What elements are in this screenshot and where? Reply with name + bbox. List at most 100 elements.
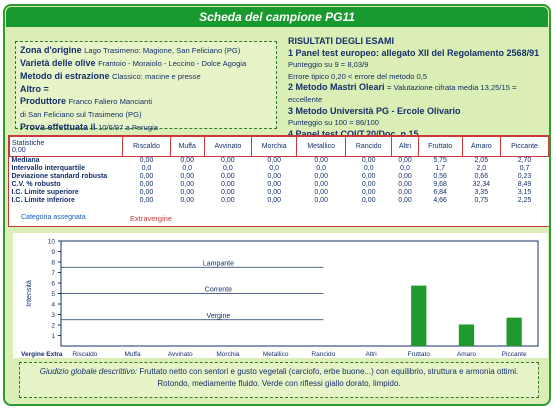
table-cell: 0,00 [139,157,154,164]
table-cell: 0,00 [180,173,194,180]
row-label: Deviazione standard robusta [11,173,108,180]
test-label: Prova effettuata il [20,122,96,132]
table-cell: 0,23 [517,173,532,180]
table-cell: 0,0 [141,165,152,172]
statistics-table: Statistiche 0,00 Riscaldo Muffa Avvinato … [8,135,549,227]
producer-label: Produttore [20,96,66,106]
other-label: Altro = [20,84,49,94]
table-cell: 0,00 [221,173,235,180]
table-cell: 0,00 [398,157,412,164]
producer-place-row: di San Feliciano sul Trasimeno (PG) [20,108,272,121]
table-cell: 1,7 [435,165,446,172]
column-header: Fruttato [417,136,463,157]
row-label: I.C. Limite superiore [11,189,79,196]
sample-card: Scheda del campione PG11 Zona d'origine … [3,4,551,406]
producer-row: Produttore Franco Faliero Mancianti [20,95,272,108]
variety-row: Varietà delle olive Frantoio - Moraiolo … [20,57,272,70]
table-cell: 0,00 [361,173,376,180]
judgment-text1: Fruttato netto con sentori e gusto veget… [139,367,519,376]
table-row: Intervallo interquartile 0,0 0,0 0,0 0,0 0,0 0… [10,165,549,173]
table-cell: 0,66 [474,173,489,180]
table-cell: 0,7 [519,165,530,172]
table-cell: 2,70 [517,157,532,164]
y-tick-label: 5 [51,291,55,298]
stat-header-value: 0,00 [12,146,26,154]
table-cell: 0,0 [182,165,193,172]
intensity-chart: 1 2 3 4 5 6 7 8 9 10 Intensità Lampante Corrente Verg… [13,233,548,358]
method-value: Classico: macine e presse [112,72,201,81]
band-label: Vergine [207,313,231,320]
column-header: Metallico [296,136,347,157]
table-cell: 3,15 [517,189,532,196]
table-cell: 0,00 [221,189,235,196]
results-header: RISULTATI DEGLI ESAMI [288,36,394,46]
table-cell: 0,00 [267,189,281,196]
category-label: Categoria assegnata [21,214,86,221]
table-body: Mediana 0,00 0,00 0,00 0,00 0,00 0,00 0,00 5,75 2… [10,157,549,206]
band-label: Lampante [203,260,234,267]
table-cell: 0,00 [180,181,194,188]
variety-label: Varietà delle olive [20,58,96,68]
table-cell: 0,00 [267,173,281,180]
table-cell: 0,00 [314,173,328,180]
x-tick-label: Amaro [457,351,477,358]
band-label: Corrente [205,287,232,294]
column-header: Avvinato [203,136,253,157]
results-block: RISULTATI DEGLI ESAMI 1 Panel test europ… [288,36,549,139]
origin-label: Zona d'origine [20,45,82,55]
statistics-grid: Statistiche 0,00 Riscaldo Muffa Avvinato … [9,136,549,205]
y-tick-label: 3 [51,312,55,319]
bar [411,285,427,346]
table-cell: 0,00 [180,189,194,196]
table-cell: 2,05 [474,157,489,164]
table-cell: 8,49 [517,181,532,188]
y-tick-label: 1 [51,333,55,340]
table-cell: 0,00 [361,181,376,188]
table-cell: 0,00 [139,189,154,196]
table-cell: 0,00 [267,157,281,164]
table-cell: 0,00 [361,157,376,164]
card-title: Scheda del campione PG11 [6,7,548,27]
y-tick-label: 6 [51,281,55,288]
table-cell: 0,00 [314,189,328,196]
stat-header-label: Statistiche [12,139,45,147]
table-row: I.C. Limite inferiore 0,00 0,00 0,00 0,00 0,0… [10,197,549,205]
table-cell: 0,00 [398,197,412,204]
panel2-row: 2 Metodo Mastri Oleari = Valutazione cif… [288,82,549,105]
x-tick-label: Rancido [311,351,335,358]
row-label: I.C. Limite inferiore [11,197,75,204]
column-header: Piccante [500,136,549,157]
table-cell: 0,00 [221,181,235,188]
table-cell: 0,00 [361,189,376,196]
x-tick-label: Morchia [216,351,240,358]
y-axis-label: Intensità [26,280,33,307]
table-cell: 0,00 [180,197,194,204]
table-row: I.C. Limite superiore 0,00 0,00 0,00 0,00 0,0… [10,189,549,197]
x-tick-label: Metallico [263,351,289,358]
category-value: Extravergine [130,214,173,223]
table-cell: 0,0 [269,165,280,172]
row-label: Intervallo interquartile [11,165,86,172]
variety-value: Frantoio - Moraiolo - Leccino - Dolce Ag… [98,59,247,68]
corner-label: Vergine Extra [21,351,63,358]
x-tick-label: Avvinato [168,351,193,358]
table-cell: 3,35 [474,189,489,196]
x-tick-label: Piccante [502,351,527,358]
table-cell: 0,00 [139,181,154,188]
panel3-score: Punteggio su 100 = 86/100 [288,118,379,128]
table-cell: 2,0 [476,165,487,172]
table-cell: 0,00 [267,197,281,204]
test-row: Prova effettuata il 10/6/97 a Perugia [20,121,272,134]
y-tick-label: 7 [51,270,55,277]
table-cell: 0,0 [400,165,410,172]
table-row: Mediana 0,00 0,00 0,00 0,00 0,00 0,00 0,00 5,75 2… [10,157,549,166]
judgment-line1: Giudizio globale descrittivo: Fruttato n… [24,366,534,378]
chart-svg: 1 2 3 4 5 6 7 8 9 10 Intensità Lampante Corrente Verg… [13,233,548,358]
column-header: Morchia [251,136,298,157]
panel1-title: 1 Panel test europeo: allegato XII del R… [288,47,540,58]
table-cell: 32,34 [472,181,491,188]
table-cell: 0,56 [433,173,447,180]
panel2-title: 2 Metodo Mastri Oleari [288,82,385,93]
table-row: Deviazione standard robusta 0,00 0,00 0,00 0… [10,173,549,181]
row-label: C.V. % robusto [11,181,61,188]
